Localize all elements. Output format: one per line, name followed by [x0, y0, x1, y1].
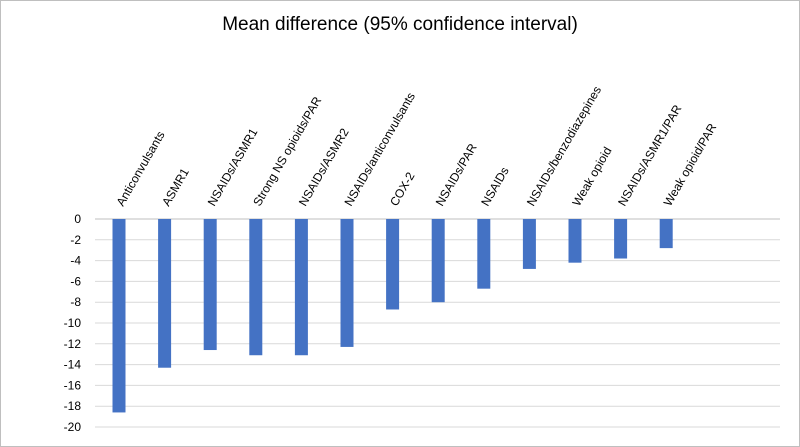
bar: [158, 219, 172, 368]
bar: [340, 219, 354, 347]
category-label: ASMR1: [159, 165, 192, 208]
y-tick-label: 0: [74, 212, 81, 226]
y-tick-label: -10: [64, 316, 82, 330]
bar: [112, 219, 126, 413]
category-label: NSAIDs/ASMR1: [205, 126, 261, 209]
bar: [568, 219, 582, 263]
category-label: COX-2: [387, 169, 418, 208]
y-tick-label: -4: [70, 254, 81, 268]
y-tick-labels: 0 -2 -4 -6 -8 -10 -12 -14 -16 -18 -20: [64, 212, 82, 434]
category-label: NSAIDs/PAR: [433, 141, 480, 209]
bar: [294, 219, 308, 356]
bar: [431, 219, 445, 303]
y-tick-label: -6: [70, 274, 81, 288]
category-label: Weak opioid: [569, 144, 614, 208]
bar: [386, 219, 400, 310]
y-tick-label: -16: [64, 378, 82, 392]
bars: [112, 219, 673, 413]
bar: [249, 219, 263, 356]
chart-title: Mean difference (95% confidence interval…: [222, 14, 578, 35]
bar: [614, 219, 628, 259]
category-label: NSAIDs: [478, 165, 511, 209]
y-tick-label: -20: [64, 420, 82, 434]
bar: [659, 219, 673, 249]
y-tick-label: -18: [64, 399, 82, 413]
y-tick-label: -14: [64, 358, 82, 372]
bar: [477, 219, 491, 289]
y-tick-label: -8: [70, 295, 81, 309]
y-tick-label: -2: [70, 233, 81, 247]
category-label: Anticonvulsants: [113, 129, 167, 209]
bar: [203, 219, 217, 351]
category-label: NSAIDs/ASMR2: [296, 126, 352, 209]
bar: [522, 219, 536, 269]
y-tick-label: -12: [64, 337, 82, 351]
